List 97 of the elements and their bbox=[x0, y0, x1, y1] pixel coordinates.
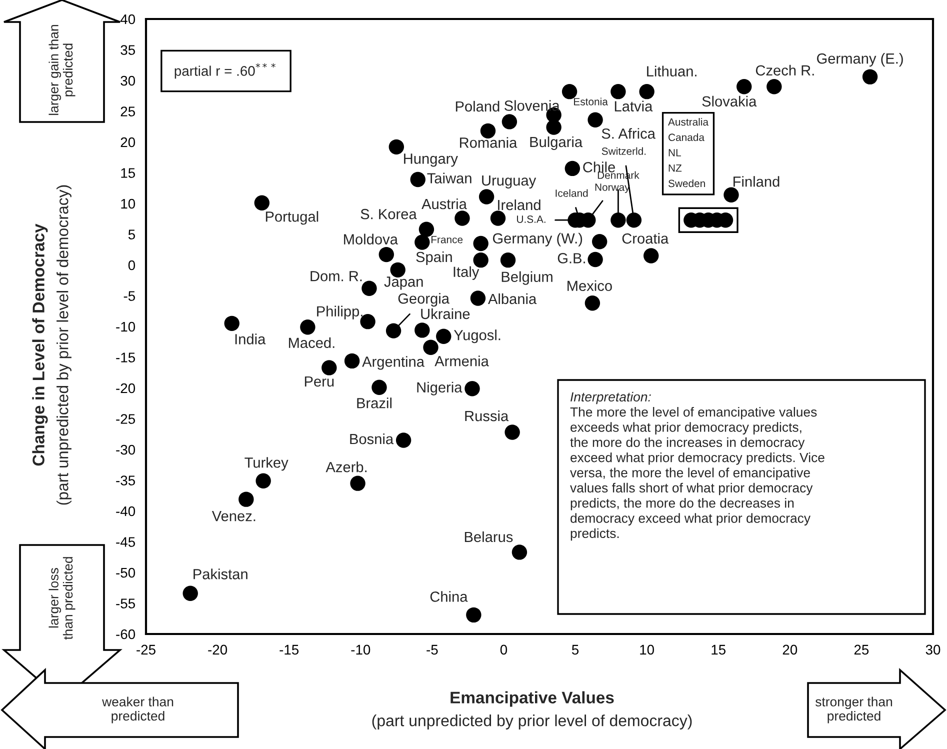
y-tick-label: 15 bbox=[121, 168, 136, 178]
x-tick-label: -25 bbox=[136, 644, 156, 655]
text: larger loss than predicted bbox=[48, 557, 76, 640]
annotation: Germany (E.) bbox=[817, 53, 903, 67]
annotation: Nigeria bbox=[417, 382, 462, 396]
y-tick-label: 35 bbox=[120, 45, 136, 55]
y-tick-label: 0 bbox=[128, 260, 136, 270]
y-tick-label: -25 bbox=[116, 414, 136, 424]
annotation: Finland bbox=[734, 176, 780, 187]
annotation: Austria bbox=[422, 198, 467, 210]
annotation: Uruguay bbox=[482, 175, 536, 189]
annotation: G.B. bbox=[558, 253, 585, 264]
annotation: Bulgaria bbox=[530, 136, 583, 150]
y-tick-label: -55 bbox=[116, 598, 136, 608]
y-tick-label: -50 bbox=[116, 568, 136, 578]
y-tick-label: -45 bbox=[116, 537, 136, 547]
y-tick-label: 40 bbox=[120, 14, 136, 24]
annotation: Iceland bbox=[556, 189, 588, 197]
annotation: Australia Canada NL NZ Sweden bbox=[668, 118, 709, 188]
y-tick-label: -60 bbox=[116, 629, 136, 640]
annotation: Argentina bbox=[362, 356, 424, 370]
annotation: U.S.A. bbox=[517, 216, 546, 223]
y-tick-label: -5 bbox=[124, 291, 135, 301]
annotation: Mexico bbox=[568, 280, 612, 292]
annotation: Pakistan bbox=[194, 568, 248, 580]
text: stronger than predicted bbox=[815, 696, 892, 724]
annotation: Belarus bbox=[464, 531, 513, 542]
annotation: Chile bbox=[583, 162, 615, 172]
x-tick-label: 20 bbox=[782, 644, 798, 655]
annotation: France bbox=[431, 236, 463, 244]
annotation: Dom. R. bbox=[310, 271, 362, 282]
annotation: Estonia bbox=[574, 98, 608, 106]
annotation: Maced. bbox=[288, 337, 334, 348]
y-tick-label: 30 bbox=[120, 76, 136, 86]
annotation: Switzerld. bbox=[602, 147, 646, 155]
x-axis-title: Emancipative Values (part unpredicted by prior level of democracy) bbox=[372, 691, 692, 730]
annotation: Taiwan bbox=[427, 172, 472, 184]
y-tick-label: -20 bbox=[116, 383, 136, 394]
annotation: Ireland bbox=[498, 199, 540, 210]
x-tick-label: 25 bbox=[854, 644, 869, 655]
x-tick-label: -15 bbox=[280, 644, 299, 655]
annotation: Slovakia bbox=[702, 96, 757, 107]
annotation: S. Africa bbox=[602, 128, 656, 139]
annotation: Spain bbox=[416, 251, 452, 266]
x-tick-label: -10 bbox=[351, 644, 370, 655]
x-tick-label: 5 bbox=[572, 644, 579, 655]
text: weaker than predicted bbox=[102, 696, 174, 724]
y-axis-title: Change in Level of Democracy (part unpredicted by prior level of democracy) bbox=[32, 185, 72, 505]
text: The more the level of emancipative values exceeds what prior democracy predicts, the more do the increases in democracy exceed what prior democracy predicts. Vice versa, the more the level of emancipative values falls short of what prior democracy predicts, the more do the decreases in democracy exceed what prior democracy predicts. bbox=[570, 407, 824, 541]
annotation: Portugal bbox=[266, 211, 318, 225]
annotation: Hungary bbox=[404, 154, 458, 167]
annotation: Russia bbox=[465, 410, 509, 422]
annotation: China bbox=[430, 591, 468, 602]
x-tick-label: -20 bbox=[208, 644, 228, 655]
annotation: Croatia bbox=[622, 232, 669, 244]
annotation: Germany (W.) bbox=[492, 232, 582, 246]
annotation: Azerb. bbox=[326, 462, 367, 472]
y-tick-label: -35 bbox=[116, 476, 136, 486]
x-tick-label: 10 bbox=[640, 644, 654, 655]
annotation: Turkey bbox=[244, 457, 288, 471]
annotation: Albania bbox=[488, 293, 537, 304]
x-tick-label: 0 bbox=[500, 644, 508, 655]
annotation: India bbox=[235, 334, 266, 344]
x-tick-label: -5 bbox=[426, 644, 438, 655]
annotation: Philipp. bbox=[317, 306, 362, 320]
x-tick-label: 30 bbox=[926, 644, 940, 655]
annotation: Romania bbox=[460, 137, 518, 148]
annotation: Slovenia bbox=[504, 100, 560, 111]
annotation: Yugosl. bbox=[454, 330, 500, 344]
x-tick-label: 15 bbox=[712, 644, 726, 655]
annotation: Georgia bbox=[398, 293, 450, 307]
y-tick-label: 5 bbox=[128, 230, 135, 240]
annotation: Venez. bbox=[212, 511, 256, 522]
annotation: Japan bbox=[384, 276, 423, 290]
annotation: Latvia bbox=[614, 100, 653, 112]
y-tick-label: -30 bbox=[116, 444, 136, 455]
y-tick-label: 25 bbox=[120, 106, 136, 116]
annotation: Moldova bbox=[344, 234, 398, 244]
y-tick-label: 10 bbox=[121, 198, 136, 209]
annotation: Interpretation: bbox=[570, 392, 651, 404]
annotation: Ukraine bbox=[421, 308, 470, 320]
annotation: Poland bbox=[456, 100, 500, 112]
annotation: Lithuan. bbox=[647, 66, 696, 76]
annotation: S. Korea bbox=[360, 208, 417, 220]
annotation: Armenia bbox=[434, 356, 489, 366]
annotation: Brazil bbox=[357, 398, 392, 408]
y-tick-label: -10 bbox=[116, 322, 136, 332]
text: larger gain than predicted bbox=[48, 25, 76, 115]
y-tick-label: -40 bbox=[116, 506, 136, 516]
y-tick-label: -15 bbox=[116, 352, 136, 362]
annotation: partial r = .60$^{***}$ bbox=[174, 63, 276, 79]
annotation: Italy bbox=[454, 266, 480, 280]
annotation: Czech R. bbox=[756, 64, 814, 76]
annotation: Bosnia bbox=[350, 433, 394, 444]
annotation: Peru bbox=[304, 376, 334, 387]
y-tick-label: 20 bbox=[120, 137, 136, 148]
annotation: Belgium bbox=[502, 271, 552, 285]
